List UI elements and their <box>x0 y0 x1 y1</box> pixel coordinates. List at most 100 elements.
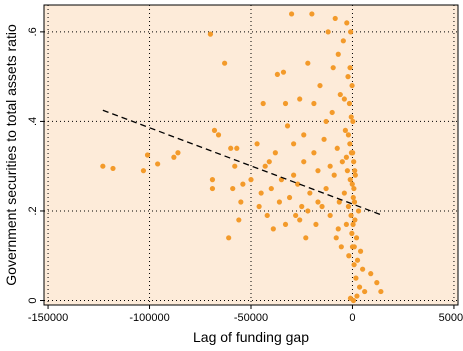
data-point <box>344 20 350 26</box>
data-point <box>360 266 366 272</box>
data-point <box>297 217 303 223</box>
data-point <box>319 203 325 210</box>
data-point <box>222 60 228 66</box>
data-point <box>313 221 319 228</box>
data-point <box>307 190 313 196</box>
data-point <box>301 159 307 165</box>
data-point <box>295 181 301 187</box>
data-point <box>343 154 349 160</box>
data-point <box>349 230 355 236</box>
data-point <box>264 212 270 219</box>
data-point <box>351 244 357 250</box>
plot-area-background <box>44 5 458 305</box>
data-point <box>171 154 177 160</box>
data-point <box>334 145 340 151</box>
data-point <box>323 185 329 192</box>
data-point <box>341 96 347 102</box>
data-point <box>209 177 216 183</box>
data-point <box>346 100 353 107</box>
data-point <box>207 31 214 37</box>
data-point <box>301 132 307 138</box>
data-point <box>254 141 260 147</box>
y-tick-label: .4 <box>27 117 39 126</box>
data-point <box>286 194 293 201</box>
data-point <box>349 181 355 187</box>
data-point <box>299 203 305 210</box>
data-point <box>331 172 337 178</box>
data-point <box>348 29 354 35</box>
data-point <box>336 199 342 205</box>
data-point <box>362 288 368 295</box>
data-point <box>315 168 321 174</box>
data-point <box>291 172 297 178</box>
data-point <box>340 38 346 44</box>
data-point <box>311 100 317 107</box>
x-axis: -150000 -100000 -50000 0 50000 <box>28 305 463 324</box>
data-point <box>354 293 360 299</box>
data-point <box>100 163 106 169</box>
data-point <box>351 199 358 205</box>
data-point <box>352 168 358 174</box>
data-point <box>240 181 246 187</box>
x-tick-label: -100000 <box>129 312 169 324</box>
data-point <box>350 150 356 156</box>
data-point <box>230 185 236 192</box>
data-point <box>280 69 287 75</box>
data-point <box>288 11 295 17</box>
data-point <box>350 297 357 304</box>
data-point <box>350 194 356 201</box>
data-point <box>297 96 303 102</box>
gridlines <box>44 5 458 305</box>
data-point <box>274 71 280 78</box>
data-point <box>140 168 147 174</box>
data-point <box>335 51 341 57</box>
data-point <box>350 118 356 125</box>
data-point <box>348 114 354 120</box>
data-point <box>309 11 315 17</box>
data-point <box>272 150 278 156</box>
data-points <box>100 11 384 304</box>
data-point <box>330 65 336 71</box>
data-point <box>332 15 338 22</box>
data-point <box>175 150 181 156</box>
data-point <box>238 199 244 205</box>
data-point <box>317 82 323 89</box>
data-point <box>211 127 218 133</box>
data-point <box>344 168 350 174</box>
data-point <box>337 91 343 98</box>
data-point <box>323 118 329 125</box>
data-point <box>351 262 357 268</box>
data-point <box>144 152 151 158</box>
data-point <box>266 159 272 165</box>
data-point <box>338 244 344 250</box>
data-point <box>258 190 264 196</box>
data-point <box>236 217 242 223</box>
data-point <box>226 235 232 241</box>
data-point <box>333 235 339 241</box>
data-point <box>351 185 357 192</box>
y-tick-label: .6 <box>27 27 39 36</box>
data-point <box>325 29 331 35</box>
data-point <box>303 235 309 241</box>
data-point <box>349 82 355 89</box>
data-point <box>345 203 352 210</box>
y-axis-title: Government securities to total assets ra… <box>3 24 19 286</box>
data-point <box>355 208 362 214</box>
data-point <box>282 221 289 228</box>
data-point <box>345 74 351 80</box>
data-point <box>256 203 262 210</box>
data-point <box>345 132 352 138</box>
data-point <box>348 212 354 219</box>
data-point <box>155 161 161 167</box>
data-point <box>327 212 333 219</box>
x-tick-label: -50000 <box>234 312 268 324</box>
data-point <box>284 123 291 129</box>
data-point <box>215 132 222 138</box>
data-point <box>305 60 311 66</box>
data-point <box>346 253 352 259</box>
data-point <box>232 163 238 169</box>
data-point <box>315 199 321 205</box>
data-point <box>368 271 374 277</box>
data-point <box>343 221 349 228</box>
data-point <box>321 136 327 142</box>
